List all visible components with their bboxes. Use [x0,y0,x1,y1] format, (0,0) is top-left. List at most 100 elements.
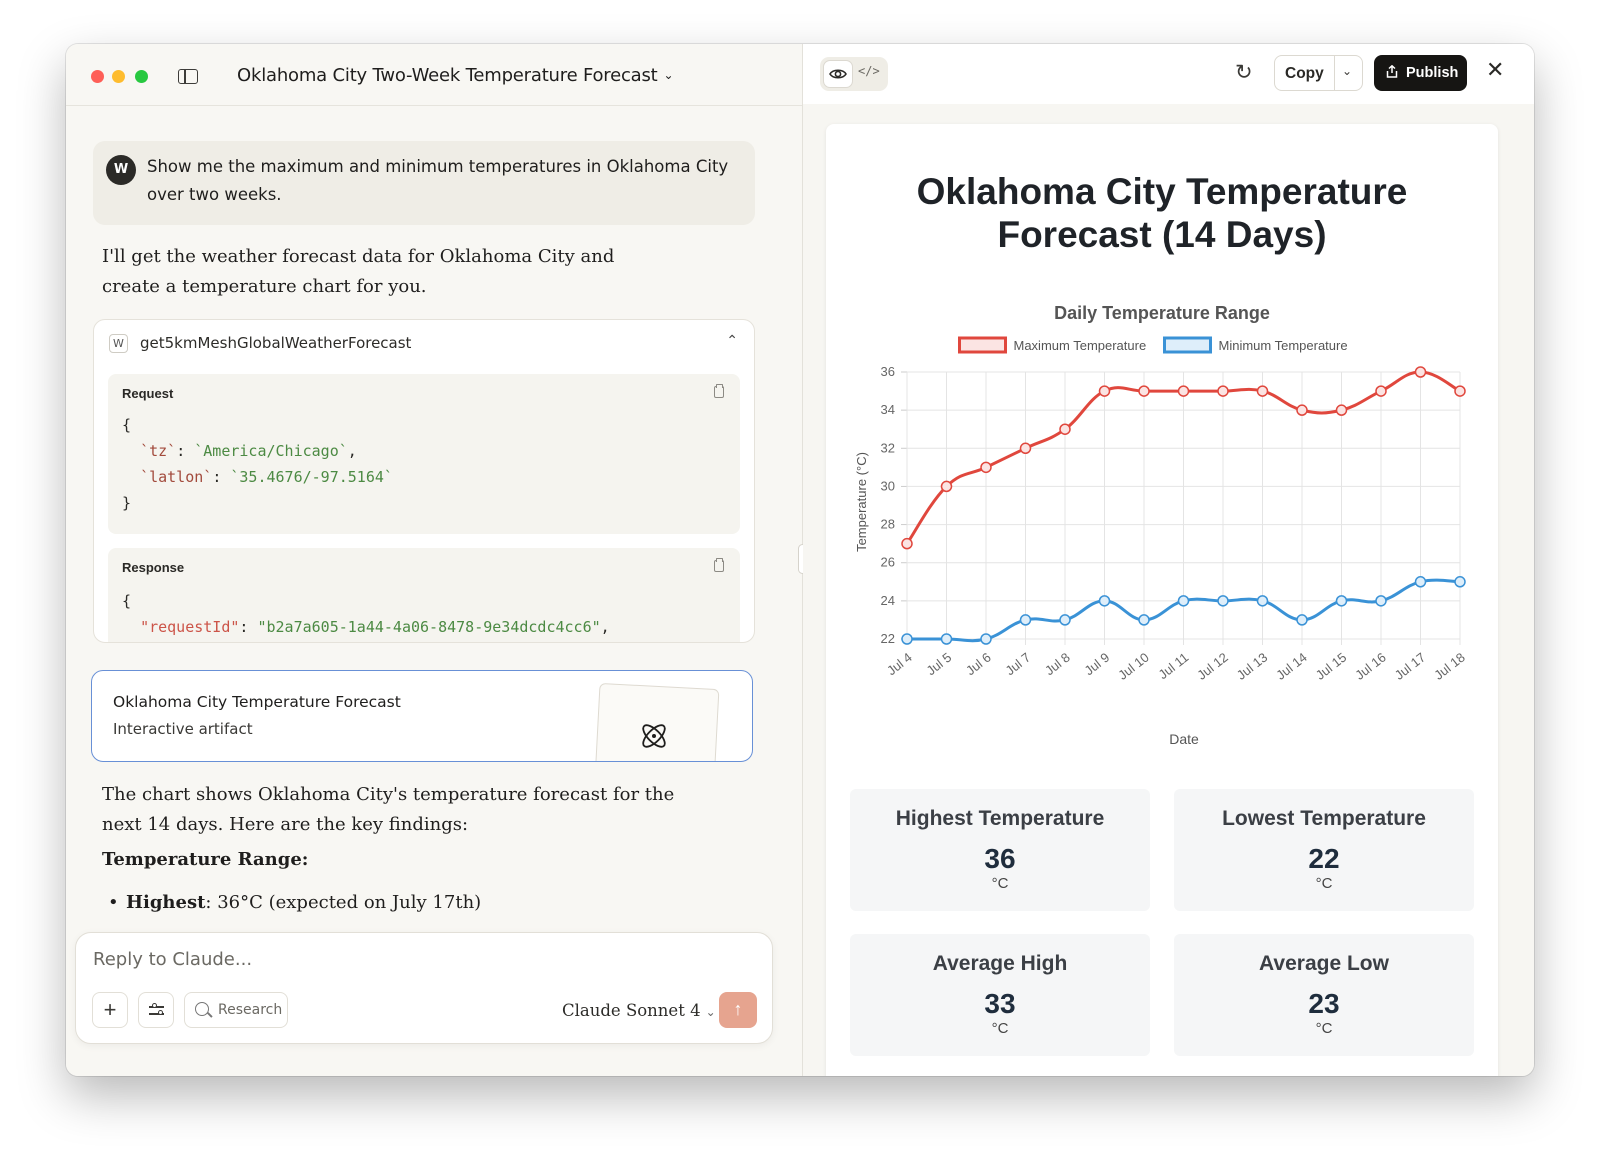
page-title: Oklahoma City Temperature Forecast (14 D… [826,170,1498,256]
minimize-window-button[interactable] [112,70,125,83]
data-point [1256,385,1269,397]
page-title-line1: Oklahoma City Temperature [916,171,1408,212]
stat-label: Highest Temperature [895,807,1105,830]
stat-unit: °C [1315,1020,1333,1037]
tool-name: get5kmMeshGlobalWeatherForecast [140,334,412,352]
artifact-pane: </> ↻ Copy ⌄ Publish ✕ Oklahoma City Tem… [803,44,1534,1076]
x-tick-label: Jul 11 [1156,650,1192,683]
model-name: Claude Sonnet 4 [562,1001,701,1020]
x-tick-label: Jul 9 [1081,650,1112,679]
chat-pane: Oklahoma City Two-Week Temperature Forec… [66,44,802,1076]
response-block: Response { "requestId": "b2a7a605-1a44-4… [108,548,740,642]
copy-request-icon[interactable] [714,384,724,398]
data-point [1296,404,1308,416]
x-tick-label: Jul 5 [923,650,954,679]
legend-label: Minimum Temperature [1219,338,1348,353]
data-point [1217,385,1229,397]
response-label: Response [122,560,185,575]
data-point [1217,595,1229,607]
stat-unit: °C [991,875,1009,892]
sidebar-toggle-icon[interactable] [178,69,198,84]
chart-series [901,366,1466,645]
stat-unit: °C [991,1020,1009,1037]
list-item: Highest: 36°C (expected on July 17th) [108,892,481,913]
code-value: `35.4676/-97.5164` [230,468,393,486]
data-point [940,633,953,645]
reply-input[interactable]: Reply to Claude... [93,949,253,970]
x-tick-label: Jul 12 [1194,650,1231,683]
data-point [1375,595,1387,607]
y-tick-label: 28 [881,517,895,532]
stat-label: Average Low [1259,952,1389,975]
chevron-up-icon[interactable]: ⌃ [726,332,738,348]
temperature-chart: Daily Temperature Range Maximum Temperat… [854,303,1468,747]
conversation-title-text: Oklahoma City Two-Week Temperature Forec… [237,65,658,86]
data-point [1177,595,1190,607]
x-tick-label: Jul 14 [1273,650,1310,683]
data-point [901,633,913,645]
data-point [1414,576,1427,588]
response-code: { "requestId": "b2a7a605-1a44-4a06-8478-… [122,592,610,636]
chart-title: Daily Temperature Range [1054,303,1270,323]
user-message: W Show me the maximum and minimum temper… [93,141,755,225]
send-button[interactable]: ↑ [719,992,757,1028]
close-window-button[interactable] [91,70,104,83]
data-point [1098,595,1111,607]
x-tick-label: Jul 8 [1042,650,1073,679]
code-value: "b2a7a605-1a44-4a06-8478-9e34dcdc4cc6" [257,618,601,636]
bullet-label: Highest [126,892,206,913]
artifact-card[interactable]: Oklahoma City Temperature Forecast Inter… [91,670,753,762]
stat-card-average-low: Average Low 23 °C [1174,934,1474,1056]
copy-button[interactable]: Copy [1285,65,1324,82]
copy-separator [1334,56,1335,90]
x-tick-label: Jul 15 [1313,650,1350,683]
x-tick-label: Jul 10 [1115,650,1152,683]
code-tab[interactable]: </> [858,64,880,78]
copy-response-icon[interactable] [714,558,724,572]
share-icon [1386,65,1398,78]
model-selector[interactable]: Claude Sonnet 4 ⌄ [562,1001,716,1020]
stat-card-average-high: Average High 33 °C [850,934,1150,1056]
tools-button[interactable] [138,992,174,1028]
stat-label: Lowest Temperature [1222,807,1426,830]
x-axis-ticks: Jul 4 Jul 5 Jul 6 Jul 7 Jul 8 Jul 9 Jul 10 Jul … [884,650,1468,683]
stat-unit: °C [1315,875,1333,892]
zoom-window-button[interactable] [135,70,148,83]
request-label: Request [122,386,174,401]
y-tick-label: 30 [881,478,895,493]
refresh-icon[interactable]: ↻ [1235,61,1253,84]
composer: Reply to Claude... + Research Claude Son… [75,932,773,1044]
data-point [940,480,953,493]
x-tick-label: Jul 16 [1352,650,1389,683]
stat-value: 36 [984,843,1016,874]
close-icon[interactable]: ✕ [1486,57,1505,82]
research-label: Research [218,1002,283,1018]
y-tick-label: 26 [881,555,895,570]
code-brace: } [122,494,132,512]
code-value: `America/Chicago` [194,442,348,460]
x-tick-label: Jul 18 [1431,650,1468,683]
artifact-title: Oklahoma City Temperature Forecast [113,693,401,711]
chevron-down-icon: ⌄ [705,1005,716,1019]
y-tick-label: 22 [881,631,895,646]
research-button[interactable]: Research [184,992,288,1028]
chevron-down-icon[interactable]: ⌄ [1342,64,1353,78]
page-title-line2: Forecast (14 Days) [997,214,1327,255]
x-tick-label: Jul 7 [1002,650,1033,679]
y-tick-label: 32 [881,440,895,455]
tool-call-header[interactable]: W get5kmMeshGlobalWeatherForecast ⌃ [94,320,754,366]
tool-call-card: W get5kmMeshGlobalWeatherForecast ⌃ Requ… [93,319,755,643]
conversation-title[interactable]: Oklahoma City Two-Week Temperature Forec… [237,65,674,86]
add-attachment-button[interactable]: + [92,992,128,1028]
data-point [1138,385,1150,397]
publish-button[interactable]: Publish [1374,55,1467,91]
data-point [1256,595,1269,607]
publish-label: Publish [1406,65,1459,81]
preview-tab[interactable] [823,60,853,88]
avatar[interactable]: W [106,155,136,185]
y-axis-label: Temperature (°C) [854,452,869,552]
atom-icon [642,724,666,748]
artifact-toolbar: </> ↻ Copy ⌄ Publish ✕ [803,44,1534,104]
data-point [1019,614,1032,626]
view-toggle: </> [820,57,888,91]
